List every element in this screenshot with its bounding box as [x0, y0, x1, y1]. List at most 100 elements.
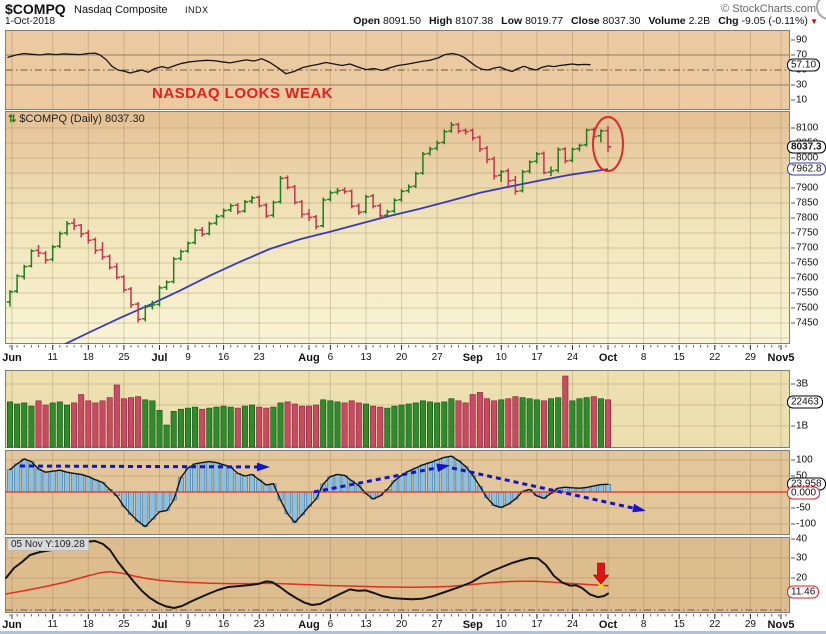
rsi-ytick-90: 90	[791, 35, 807, 46]
panel-volume	[5, 370, 790, 448]
date-axis-bottom: Jun 11 18 25 Jul 9 16 23 Aug 6 13 20 27 Sep 10 17 24 Oct 8…	[0, 614, 826, 633]
date-label-13: 13	[360, 352, 372, 363]
zero-line-badge: 0.000	[787, 486, 821, 500]
date-label-20: 20	[396, 619, 408, 630]
date-label-24: 24	[566, 352, 579, 363]
date-label-25: 25	[118, 352, 130, 363]
symbol: $COMPQ	[5, 1, 66, 17]
date-label-sep: Sep	[462, 619, 483, 631]
date-label-10: 10	[495, 619, 507, 630]
volatility-ytick-20: 20	[791, 573, 807, 584]
date-label-jun: Jun	[2, 619, 22, 631]
date-label-jun: Jun	[2, 352, 22, 364]
date-label-jul: Jul	[151, 352, 168, 364]
updown-arrows-icon: ⇅	[8, 114, 17, 125]
panel-rsi	[5, 30, 790, 110]
stockcharts-credit: © StockCharts.com	[721, 3, 816, 15]
change-down-arrow-icon: ▼	[807, 17, 818, 26]
exchange-label: INDX	[185, 5, 209, 15]
quote-label-volume: Volume	[648, 15, 686, 27]
date-label-29: 29	[744, 619, 756, 630]
date-label-6: 6	[327, 619, 334, 630]
volume-ytick-3B: 3B	[791, 379, 808, 390]
quote-value-high: 8107.38	[452, 15, 494, 27]
volume-ytick-1B: 1B	[791, 421, 808, 432]
date-label-nov5: Nov5	[767, 619, 795, 631]
price-ytick-7750: 7750	[791, 228, 818, 239]
date-label-aug: Aug	[298, 619, 320, 631]
date-label-15: 15	[673, 352, 685, 363]
price-ytick-8100: 8100	[791, 123, 818, 134]
date-label-15: 15	[673, 619, 685, 630]
panel-price	[5, 111, 790, 344]
price-ytick-7900: 7900	[791, 183, 818, 194]
date-label-8: 8	[640, 352, 647, 363]
bottom-edge-bar	[0, 631, 826, 634]
date-label-16: 16	[218, 352, 230, 363]
date-label-oct: Oct	[598, 352, 618, 364]
price-ytick-7600: 7600	[791, 273, 818, 284]
weak-annotation: NASDAQ LOOKS WEAK	[152, 85, 333, 102]
volatility-ytick-30: 30	[791, 553, 807, 564]
price-ytick-7450: 7450	[791, 318, 818, 329]
ma-value-badge: 7962.8	[787, 162, 826, 176]
date-label-6: 6	[327, 352, 334, 363]
rsi-ytick-30: 30	[791, 80, 807, 91]
date-label-jul: Jul	[151, 619, 168, 631]
date-label-8: 8	[640, 619, 647, 630]
quote-label-close: Close	[571, 15, 600, 27]
date-label-9: 9	[185, 352, 191, 363]
chart-title-label: ⇅ $COMPQ (Daily) 8037.30	[8, 113, 145, 125]
panel-oscillator	[5, 450, 790, 535]
price-ytick-7800: 7800	[791, 213, 818, 224]
price-ytick-7500: 7500	[791, 303, 818, 314]
date-label-23: 23	[253, 352, 265, 363]
oscillator-ytick-100: 100	[791, 455, 813, 466]
date-label-22: 22	[709, 619, 721, 630]
price-ytick-8000: 8000	[791, 153, 818, 164]
rsi-ytick-70: 70	[791, 50, 807, 61]
date-label-23: 23	[253, 619, 265, 630]
volatility-ytick-40: 40	[791, 534, 807, 545]
quote-date: 1-Oct-2018	[5, 16, 56, 27]
price-ytick-7550: 7550	[791, 288, 818, 299]
quote-value-close: 8037.30	[599, 15, 641, 27]
date-label-oct: Oct	[598, 619, 618, 631]
price-ytick-7700: 7700	[791, 243, 818, 254]
quote-value-open: 8091.50	[380, 15, 421, 27]
date-label-13: 13	[360, 619, 372, 630]
date-label-20: 20	[396, 352, 408, 363]
volume-value-badge: 22463	[787, 395, 823, 409]
panel-volatility	[5, 537, 790, 613]
date-label-11: 11	[47, 619, 58, 630]
quote-label-high: High	[428, 15, 453, 27]
date-axis-top: Jun 11 18 25 Jul 9 16 23 Aug 6 13 20 27 Sep 10 17 24 Oct 8…	[0, 345, 826, 369]
price-ytick-7850: 7850	[791, 198, 818, 209]
quote-label-chg: Chg	[718, 15, 739, 27]
price-ytick-7650: 7650	[791, 258, 818, 269]
date-label-29: 29	[744, 352, 756, 363]
rsi-value-badge: 57.10	[787, 58, 821, 72]
price-value-badge: 8037.3	[787, 140, 826, 154]
date-label-aug: Aug	[298, 352, 320, 364]
quote-line: Open 8091.50 High 8107.38 Low 8019.77 Close…	[345, 15, 818, 27]
date-label-24: 24	[566, 619, 579, 630]
date-label-sep: Sep	[462, 352, 483, 364]
quote-value-chg: -9.05 (-0.11%)	[738, 15, 808, 27]
rsi-ytick-10: 10	[791, 95, 807, 106]
date-label-27: 27	[431, 352, 443, 363]
volatility-value-badge: 11.46	[787, 585, 820, 599]
quote-label-low: Low	[501, 15, 523, 27]
date-label-nov5: Nov5	[767, 352, 795, 364]
symbol-name: Nasdaq Composite	[74, 4, 168, 16]
date-label-18: 18	[82, 352, 94, 363]
quote-value-volume: 2.2B	[685, 15, 711, 27]
date-label-27: 27	[431, 619, 443, 630]
oscillator-ytick--100: -100	[791, 519, 816, 530]
date-label-10: 10	[495, 352, 507, 363]
lower-panel-label: 05 Nov Y:109.28	[7, 538, 89, 551]
date-label-17: 17	[531, 619, 543, 630]
date-label-22: 22	[709, 352, 721, 363]
date-label-17: 17	[531, 352, 543, 363]
